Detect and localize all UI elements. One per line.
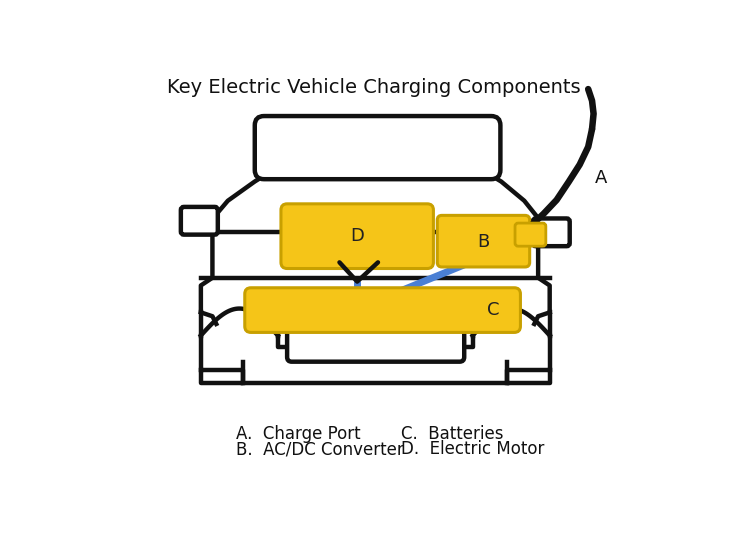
Text: D: D bbox=[350, 227, 364, 245]
FancyBboxPatch shape bbox=[281, 204, 434, 268]
FancyBboxPatch shape bbox=[515, 223, 546, 246]
Text: C.  Batteries: C. Batteries bbox=[401, 425, 504, 443]
Text: Key Electric Vehicle Charging Components: Key Electric Vehicle Charging Components bbox=[167, 78, 581, 97]
Text: D.  Electric Motor: D. Electric Motor bbox=[401, 441, 545, 459]
FancyBboxPatch shape bbox=[287, 328, 464, 362]
FancyBboxPatch shape bbox=[181, 207, 218, 235]
FancyBboxPatch shape bbox=[255, 116, 500, 179]
FancyBboxPatch shape bbox=[245, 288, 520, 332]
FancyBboxPatch shape bbox=[437, 216, 530, 267]
Text: B: B bbox=[477, 233, 490, 251]
Text: B.  AC/DC Converter: B. AC/DC Converter bbox=[236, 441, 403, 459]
Text: A: A bbox=[595, 169, 607, 186]
Text: C: C bbox=[487, 301, 500, 319]
FancyBboxPatch shape bbox=[533, 218, 569, 246]
Text: A.  Charge Port: A. Charge Port bbox=[236, 425, 360, 443]
